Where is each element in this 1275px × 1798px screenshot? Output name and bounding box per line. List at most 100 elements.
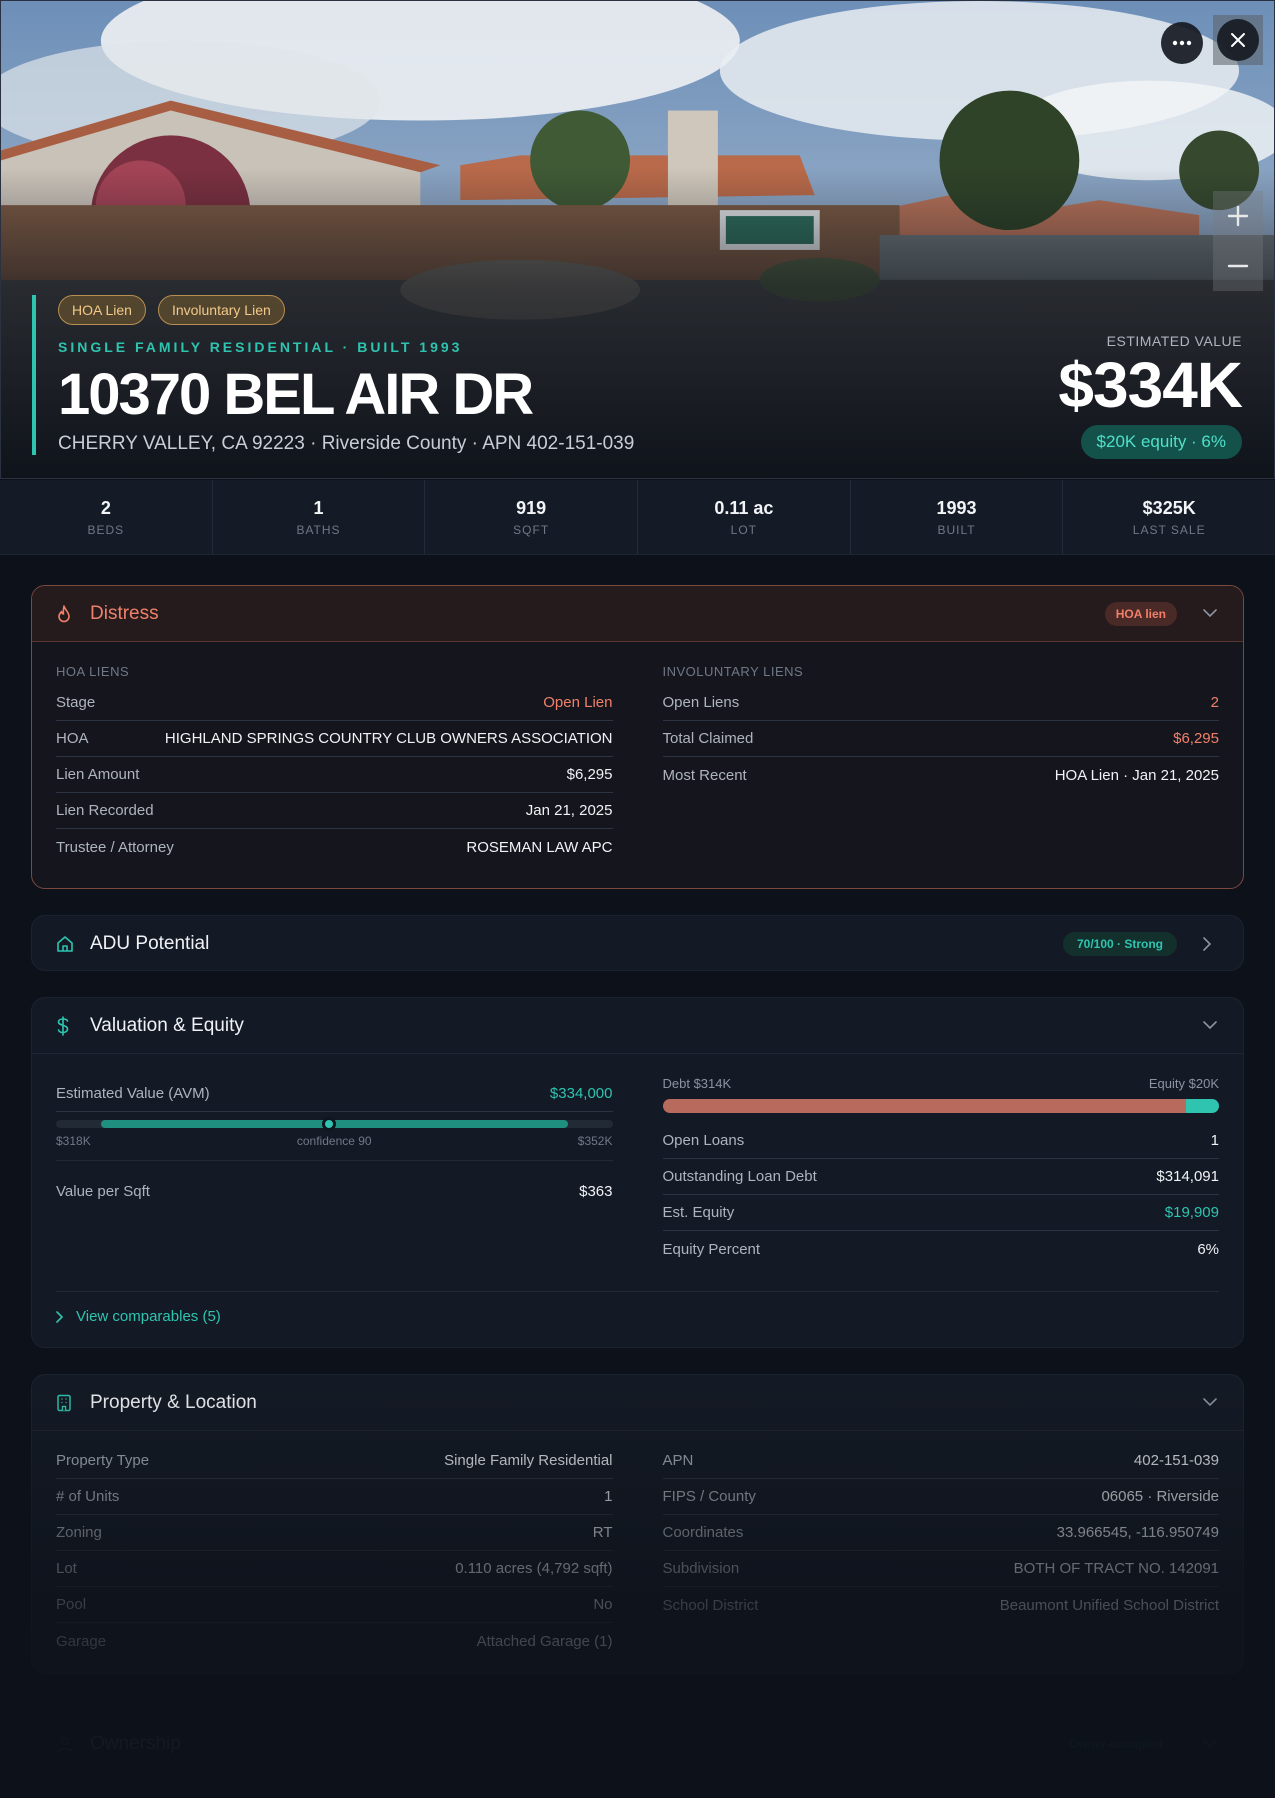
more-horizontal-icon [1172,40,1192,46]
kv-row: Open Liens 2 [662,685,1219,721]
kv-key: Lien Recorded [56,802,154,819]
debt-equity-bar [662,1099,1220,1113]
equity-column: Debt $314K Equity $20K Open Loans 1 Outst… [662,1054,1220,1267]
adu-card-header[interactable]: ADU Potential 70/100 · Strong [32,916,1243,970]
ownership-card-header[interactable]: Ownership Owner-occupied [32,1716,1243,1770]
dollar-icon [56,1015,76,1036]
hero-gradient [1,1,1274,478]
chevron-down-icon[interactable] [1203,1395,1219,1411]
minus-icon [1227,264,1249,268]
valuation-card-header[interactable]: Valuation & Equity [32,998,1243,1054]
stat-value: 2 [100,498,111,518]
kv-row: HOA HIGHLAND SPRINGS COUNTRY CLUB OWNERS … [56,721,613,757]
estimated-value-amount: $334K [1058,349,1243,421]
kv-value: 2 [1210,694,1219,711]
kv-value: $314,091 [1156,1168,1219,1185]
chevron-right-icon[interactable] [1203,936,1219,952]
chevron-down-icon[interactable] [1203,1736,1219,1752]
property-type-kicker: SINGLE FAMILY RESIDENTIAL · BUILT 1993 [58,339,463,355]
debt-segment [662,1099,1186,1113]
kv-row: Most Recent HOA Lien · Jan 21, 2025 [663,757,1220,793]
zoom-in-button[interactable] [1213,191,1263,241]
stat-label: BATHS [296,523,341,537]
kv-value: $19,909 [1164,1204,1219,1221]
kv-row: FIPS / County 06065 · Riverside [662,1479,1219,1515]
kv-row: Lien Amount $6,295 [56,757,613,793]
kv-key: Zoning [56,1524,102,1541]
distress-title: Distress [90,602,159,624]
distress-status-badge: HOA lien [1104,601,1177,626]
kv-key: Lot [56,1560,77,1577]
avm-value: $334,000 [549,1085,613,1102]
chevron-down-icon[interactable] [1203,1018,1219,1034]
chevron-right-icon [56,1310,64,1323]
kv-row: Pool No [56,1587,613,1623]
zoom-out-button[interactable] [1213,241,1263,291]
valuation-title: Valuation & Equity [90,1014,244,1036]
stat-value: 1 [313,498,324,518]
property-card-header[interactable]: Property & Location [32,1375,1243,1431]
debt-label: Debt $314K [662,1076,732,1091]
kv-value: 1 [1210,1132,1219,1149]
kv-value: 6% [1197,1240,1219,1258]
stat-value: $325K [1142,498,1196,518]
user-icon [56,1734,76,1754]
stat-label: BEDS [87,523,125,537]
stat-value: 0.11 ac [714,498,774,518]
stat-label: LOT [730,523,758,537]
property-stats-bar: 2 BEDS 1 BATHS 919 SQFT 0.11 ac LOT 1993… [0,480,1275,555]
chevron-down-icon[interactable] [1203,606,1219,622]
stat-label: LAST SALE [1132,523,1206,537]
more-options-button[interactable] [1161,22,1203,64]
kv-row: Outstanding Loan Debt $314,091 [662,1159,1219,1195]
kv-value: 0.110 acres (4,792 sqft) [455,1560,613,1577]
property-details: Property Type Single Family Residential #… [32,1443,1243,1659]
kv-key: Most Recent [662,766,747,784]
kv-key: Equity Percent [662,1240,761,1258]
kv-row: Est. Equity $19,909 [662,1195,1219,1231]
kv-value: BOTH OF TRACT NO. 142091 [1013,1560,1219,1577]
kv-key: Open Liens [662,694,740,711]
property-header-info: HOA Lien Involuntary Lien SINGLE FAMILY … [32,295,634,455]
kv-row: Zoning RT [56,1515,613,1551]
avm-column: Estimated Value (AVM) $334,000 $318K con… [56,1054,613,1267]
kv-row: Lien Recorded Jan 21, 2025 [56,793,613,829]
kv-row: Subdivision BOTH OF TRACT NO. 142091 [662,1551,1219,1587]
kv-row: APN 402-151-039 [662,1443,1219,1479]
kv-value: No [593,1596,613,1613]
kv-value: 402-151-039 [1133,1452,1219,1469]
close-button[interactable] [1217,19,1259,61]
kv-key: FIPS / County [662,1488,756,1505]
equity-segment [1185,1099,1219,1113]
kv-key: School District [662,1596,759,1614]
kv-value: $363 [579,1182,613,1200]
property-location-card: Property & Location Property Type Single … [31,1374,1244,1674]
kv-value: Beaumont Unified School District [999,1596,1219,1614]
kv-value: $6,295 [1173,730,1219,747]
stat-beds: 2 BEDS [0,480,213,554]
ownership-status-badge: Owner-occupied [1054,1732,1177,1756]
ownership-card[interactable]: Ownership Owner-occupied [31,1715,1244,1771]
kv-key: Trustee / Attorney [56,838,174,856]
kv-row: Garage Attached Garage (1) [56,1623,613,1659]
avm-range-labels: $318K confidence 90 $352K [56,1134,613,1148]
adu-potential-card[interactable]: ADU Potential 70/100 · Strong [31,915,1244,971]
kv-row: Lot 0.110 acres (4,792 sqft) [56,1551,613,1587]
kv-key: Outstanding Loan Debt [662,1168,817,1185]
adu-title: ADU Potential [90,933,210,954]
close-button-container [1213,15,1263,65]
distress-card-header[interactable]: Distress HOA lien [32,586,1243,642]
kv-key: Value per Sqft [56,1182,150,1200]
view-comparables-link[interactable]: View comparables (5) [56,1291,1219,1325]
involuntary-lien-tag[interactable]: Involuntary Lien [157,295,285,325]
kv-row: School District Beaumont Unified School D… [663,1587,1220,1623]
hoa-lien-tag[interactable]: HOA Lien [58,295,146,325]
adu-score-badge: 70/100 · Strong [1062,932,1177,956]
kv-value: RT [592,1524,613,1541]
kv-key: Coordinates [662,1524,744,1541]
debt-equity-labels: Debt $314K Equity $20K [663,1076,1220,1091]
value-per-sqft-row: Value per Sqft $363 [56,1173,613,1209]
stat-last-sale: $325K LAST SALE [1063,480,1275,554]
property-address: 10370 BEL AIR DR [58,362,534,427]
street-view-zoom-control [1213,191,1263,291]
